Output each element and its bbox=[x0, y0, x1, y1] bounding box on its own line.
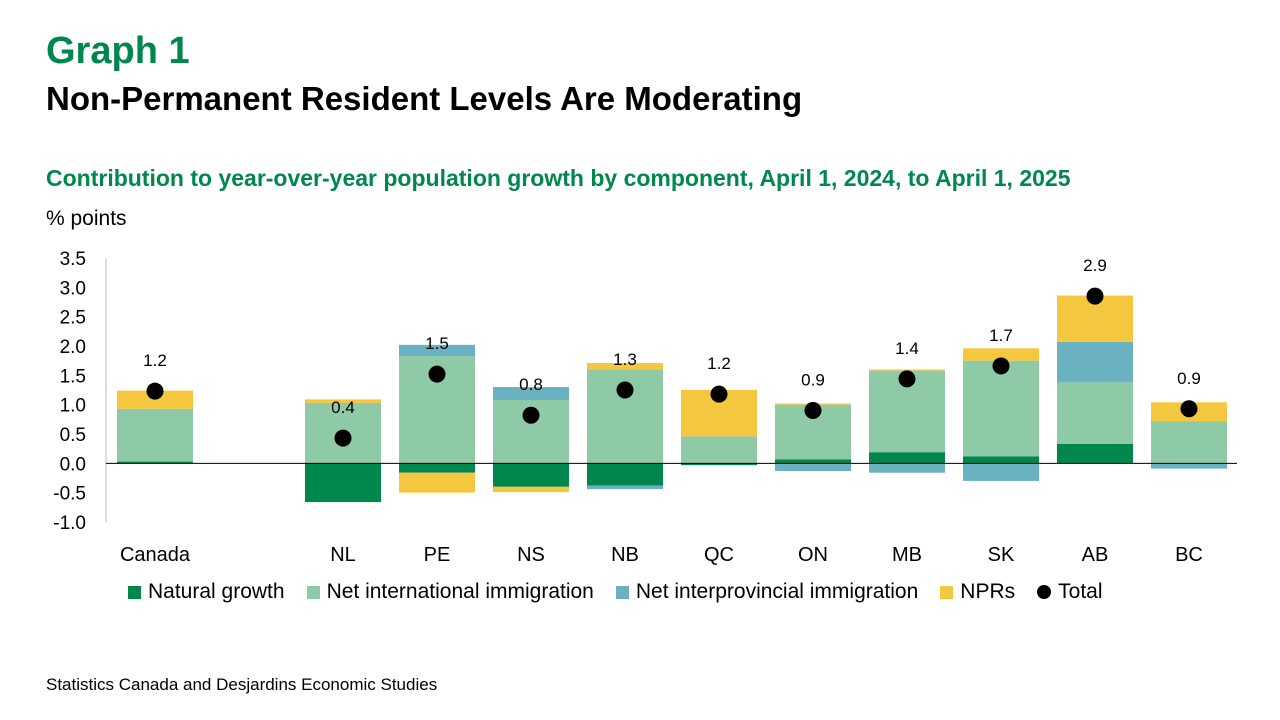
y-tick-label: 0.0 bbox=[60, 454, 86, 475]
legend-item-nprs: NPRs bbox=[940, 580, 1015, 604]
bar-segment bbox=[869, 452, 945, 464]
legend-item-natural-growth: Natural growth bbox=[128, 580, 285, 604]
total-point bbox=[710, 385, 728, 403]
graph-number: Graph 1 bbox=[46, 30, 190, 72]
total-point bbox=[616, 381, 634, 399]
population-growth-chart: -1.0 -0.5 0.0 0.5 1.0 1.5 2.0 2.5 3.0 3.5 1.2 0.4 1.… bbox=[53, 249, 1237, 566]
bar-segment bbox=[681, 436, 757, 464]
x-category-label: QC bbox=[704, 544, 734, 566]
chart-title: Non-Permanent Resident Levels Are Modera… bbox=[46, 80, 803, 117]
bar-segment bbox=[493, 387, 569, 400]
legend-item-total: Total bbox=[1037, 580, 1103, 604]
bar-segment bbox=[305, 399, 381, 403]
bar-segment bbox=[587, 363, 663, 370]
bar-segment bbox=[1151, 463, 1227, 469]
x-category-label: MB bbox=[892, 544, 922, 566]
y-axis-unit: % points bbox=[46, 207, 127, 230]
total-data-label: 1.2 bbox=[707, 354, 731, 373]
legend-label-total: Total bbox=[1058, 580, 1103, 603]
x-category-label: SK bbox=[988, 544, 1015, 566]
legend-item-net-interprovincial: Net interprovincial immigration bbox=[615, 580, 919, 604]
bar-segment bbox=[963, 463, 1039, 481]
legend-label-natural-growth: Natural growth bbox=[148, 580, 285, 603]
y-tick-label: 1.0 bbox=[60, 396, 86, 417]
total-point bbox=[898, 370, 916, 388]
total-data-label: 1.3 bbox=[613, 350, 637, 369]
x-category-label: NS bbox=[517, 544, 545, 566]
y-tick-label: 1.5 bbox=[60, 366, 86, 387]
total-point bbox=[428, 365, 446, 383]
source-note: Statistics Canada and Desjardins Economi… bbox=[46, 675, 438, 694]
x-category-label: BC bbox=[1175, 544, 1203, 566]
legend-item-net-international: Net international immigration bbox=[306, 580, 594, 604]
legend-label-nprs: NPRs bbox=[960, 580, 1016, 603]
y-tick-label: 2.0 bbox=[60, 337, 86, 358]
total-data-label: 2.9 bbox=[1083, 256, 1107, 275]
bar-segment bbox=[775, 459, 851, 464]
bar-segment bbox=[1151, 421, 1227, 463]
y-tick-label: 2.5 bbox=[60, 308, 86, 329]
y-tick-label: -1.0 bbox=[53, 513, 86, 534]
y-tick-label: 3.0 bbox=[60, 278, 86, 299]
legend-label-net-interprovincial: Net interprovincial immigration bbox=[635, 580, 919, 603]
bar-segment bbox=[1057, 341, 1133, 383]
bar-segment bbox=[963, 360, 1039, 457]
total-data-label: 1.4 bbox=[895, 339, 919, 358]
total-data-label: 1.2 bbox=[143, 351, 167, 370]
bar-segment bbox=[399, 463, 475, 473]
bar-segment bbox=[963, 348, 1039, 361]
bar-segment bbox=[117, 408, 193, 462]
bar-segment bbox=[587, 485, 663, 490]
bar-segment bbox=[117, 390, 193, 409]
x-category-label: Canada bbox=[120, 544, 191, 566]
bar-segment bbox=[399, 344, 475, 356]
total-dot-marker bbox=[1037, 585, 1052, 599]
total-data-label: 0.4 bbox=[331, 398, 355, 417]
total-point bbox=[522, 406, 540, 424]
net-international-swatch bbox=[306, 585, 320, 599]
x-category-label: NL bbox=[330, 544, 356, 566]
total-data-label: 0.9 bbox=[1177, 369, 1201, 388]
bar-segment bbox=[493, 463, 569, 487]
natural-growth-swatch bbox=[128, 585, 141, 599]
total-point bbox=[1086, 287, 1104, 305]
y-tick-label: -0.5 bbox=[53, 484, 86, 505]
total-point bbox=[992, 357, 1010, 375]
bar-segment bbox=[963, 456, 1039, 464]
total-data-label: 0.8 bbox=[519, 375, 543, 394]
total-point bbox=[334, 429, 352, 447]
total-data-label: 1.5 bbox=[425, 334, 449, 353]
total-data-label: 0.9 bbox=[801, 371, 825, 390]
bar-segment bbox=[117, 461, 193, 464]
chart-subtitle: Contribution to year-over-year populatio… bbox=[46, 165, 1071, 191]
x-category-label: AB bbox=[1082, 544, 1109, 566]
bar-segment bbox=[681, 463, 757, 466]
bar-segment bbox=[869, 463, 945, 473]
net-interprovincial-swatch bbox=[615, 585, 629, 599]
legend-label-net-international: Net international immigration bbox=[326, 580, 594, 603]
bar-segment bbox=[775, 463, 851, 471]
x-category-label: PE bbox=[424, 544, 451, 566]
bar-segment bbox=[305, 463, 381, 503]
total-point bbox=[146, 382, 164, 400]
x-category-label: NB bbox=[611, 544, 639, 566]
bar-segment bbox=[493, 486, 569, 493]
bar-segment bbox=[587, 463, 663, 486]
bar-segment bbox=[869, 369, 945, 371]
nprs-swatch bbox=[940, 585, 954, 599]
bar-segment bbox=[1057, 382, 1133, 444]
total-data-label: 1.7 bbox=[989, 326, 1013, 345]
y-tick-label: 0.5 bbox=[60, 425, 86, 446]
total-point bbox=[1180, 400, 1198, 418]
x-category-label: ON bbox=[798, 544, 828, 566]
chart-legend: Natural growth Net international immigra… bbox=[128, 580, 1125, 604]
bar-segment bbox=[1057, 443, 1133, 464]
y-tick-label: 3.5 bbox=[60, 249, 86, 270]
total-point bbox=[804, 402, 822, 420]
bar-segment bbox=[399, 472, 475, 493]
